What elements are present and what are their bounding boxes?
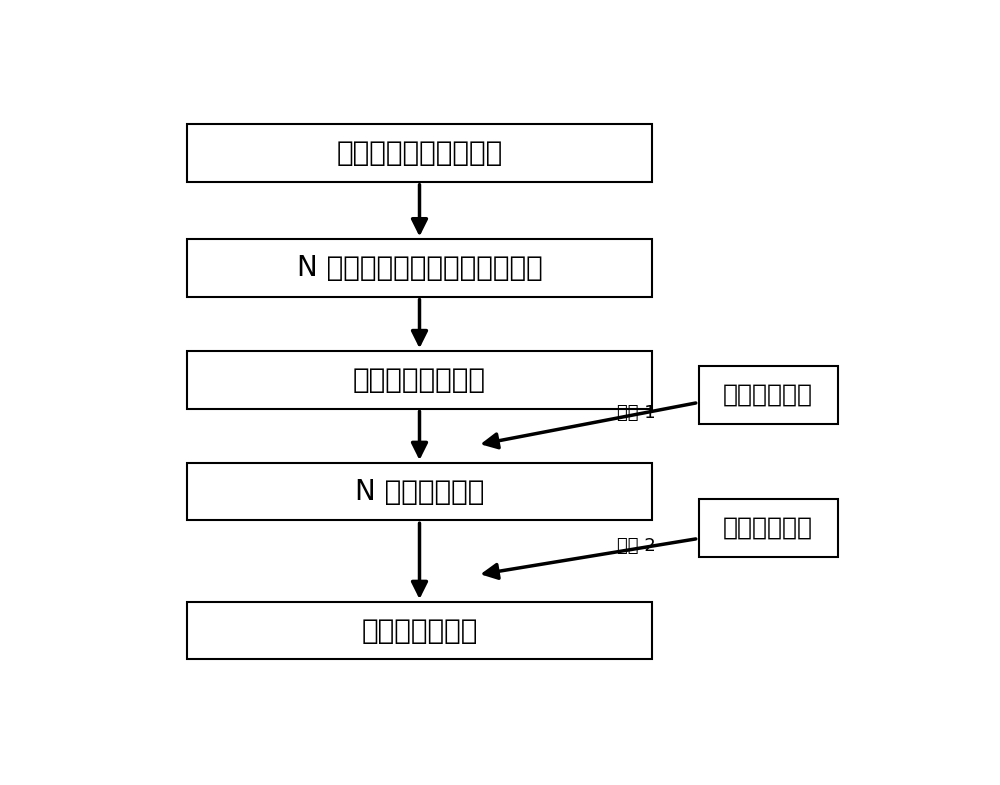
Bar — [187, 463, 652, 520]
Text: 背面湿法刻蚀: 背面湿法刻蚀 — [723, 383, 813, 407]
Text: 方法 2: 方法 2 — [617, 537, 656, 555]
Bar — [187, 239, 652, 297]
Text: 犊犊性氧化层移除: 犊犊性氧化层移除 — [353, 366, 486, 394]
Text: 方法 1: 方法 1 — [617, 403, 656, 422]
Text: N 型外延层淠积: N 型外延层淠积 — [355, 477, 484, 506]
Bar — [187, 125, 652, 182]
Bar — [698, 499, 838, 557]
Text: N 型外延层的犊犊性氧化层淠积: N 型外延层的犊犊性氧化层淠积 — [297, 254, 542, 282]
Text: 第一层沟槽刻蚀和填充: 第一层沟槽刻蚀和填充 — [336, 139, 503, 167]
Bar — [187, 602, 652, 659]
Text: 第二层沟槽刻蚀: 第二层沟槽刻蚀 — [361, 617, 478, 644]
Bar — [187, 351, 652, 408]
Text: 背面湿法刻蚀: 背面湿法刻蚀 — [723, 516, 813, 540]
Bar — [698, 367, 838, 424]
